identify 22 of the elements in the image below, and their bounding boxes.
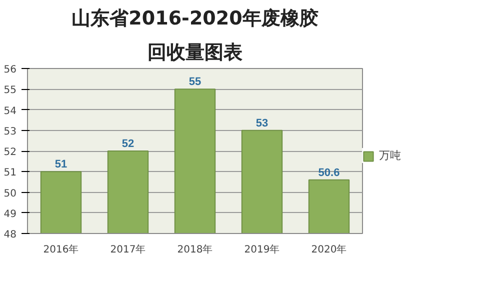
x-tick-label: 2020年: [311, 244, 347, 256]
data-label: 50.6: [318, 166, 340, 179]
y-tick-label: 48: [4, 230, 17, 240]
y-tick-label: 52: [4, 147, 17, 158]
x-tick-label: 2018年: [177, 244, 213, 256]
y-tick-label: 49: [4, 208, 17, 220]
y-tick-label: 51: [4, 168, 17, 179]
data-label: 55: [188, 76, 202, 88]
x-tick-label: 2017年: [110, 244, 146, 256]
legend-label: 万吨: [379, 148, 401, 163]
data-label: 52: [122, 138, 134, 150]
data-label: 51: [54, 158, 68, 171]
chart-subtitle: 回收量图表: [148, 42, 244, 64]
y-tick-label: 56: [4, 64, 17, 76]
y-tick-label: 50: [4, 188, 17, 200]
x-tick-label: 2016年: [43, 244, 79, 256]
y-tick-label: 54: [4, 106, 17, 117]
data-label: 53: [256, 117, 268, 130]
y-tick-label: 53: [4, 126, 17, 138]
x-tick-label: 2019年: [244, 244, 280, 256]
y-tick-label: 55: [4, 85, 17, 96]
chart-title: 山东省2016-2020年废橡胶: [72, 8, 318, 30]
